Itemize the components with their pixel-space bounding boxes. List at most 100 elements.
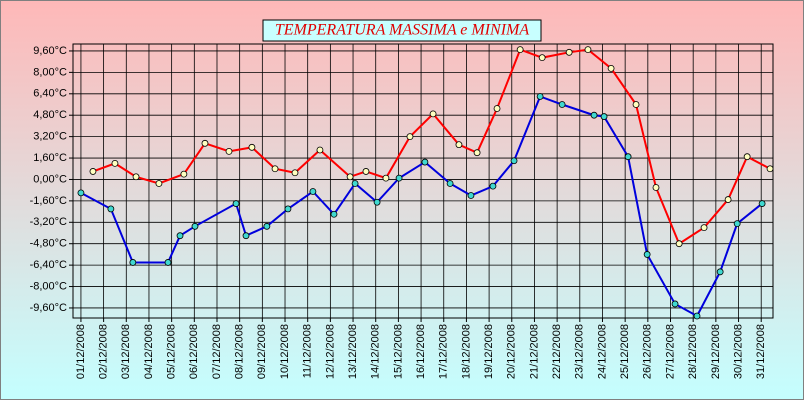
data-point: [758, 200, 766, 207]
plot-area: 9,60°C 8,00°C 6,40°C 4,80°C 3,20°C 1,60°C 0,00…: [30, 43, 774, 379]
data-point: [89, 168, 97, 175]
y-tick-label: -4,80°C: [30, 238, 67, 250]
x-tick-label: 13/12/2008: [347, 324, 359, 379]
data-point: [671, 300, 679, 308]
data-point: [446, 180, 454, 187]
data-point: [351, 180, 359, 187]
x-tick-label: 10/12/2008: [279, 324, 291, 379]
data-point: [473, 149, 481, 157]
data-point: [510, 157, 518, 165]
data-point: [536, 93, 544, 100]
y-tick-label: -6,40°C: [30, 259, 67, 271]
data-point: [291, 169, 299, 177]
x-tick-label: 29/12/2008: [710, 324, 722, 379]
data-point: [225, 147, 233, 155]
data-point: [565, 48, 573, 56]
data-point: [176, 232, 184, 240]
y-tick-label: 6,40°C: [33, 88, 67, 100]
y-tick-label: -3,20°C: [30, 216, 67, 228]
data-point: [624, 153, 632, 161]
data-point: [743, 153, 751, 161]
y-tick-label: 3,20°C: [33, 131, 67, 143]
data-point: [429, 110, 437, 118]
x-tick-label: 08/12/2008: [234, 324, 246, 379]
data-point: [693, 312, 701, 320]
y-tick-label: 4,80°C: [33, 109, 67, 121]
title-box: [262, 19, 542, 42]
x-tick-label: 19/12/2008: [483, 324, 495, 379]
data-point: [643, 251, 651, 258]
data-point: [164, 259, 172, 266]
x-tick-label: 14/12/2008: [370, 324, 382, 379]
data-point: [467, 192, 475, 199]
x-tick-label: 07/12/2008: [211, 324, 223, 379]
data-point: [607, 64, 615, 72]
x-tick-label: 28/12/2008: [687, 324, 699, 379]
data-point: [558, 101, 566, 108]
data-point: [600, 113, 608, 120]
data-point: [346, 173, 354, 181]
data-point: [330, 210, 338, 218]
y-tick-label: 0,00°C: [33, 173, 67, 185]
data-point: [724, 196, 732, 203]
data-point: [111, 159, 119, 167]
data-point: [132, 173, 140, 181]
data-point: [716, 268, 724, 276]
data-point: [584, 46, 592, 54]
data-point: [590, 111, 598, 119]
data-point: [373, 198, 381, 206]
x-tick-label: 05/12/2008: [166, 324, 178, 379]
data-point: [406, 133, 414, 141]
y-tick-label: 8,00°C: [33, 66, 67, 78]
data-point: [242, 232, 250, 240]
data-point: [489, 182, 497, 190]
x-tick-label: 02/12/2008: [98, 324, 110, 379]
y-tick-label: -9,60°C: [30, 302, 67, 314]
data-point: [421, 158, 429, 166]
data-point: [232, 200, 240, 207]
data-point: [263, 222, 271, 230]
x-tick-label: 25/12/2008: [619, 324, 631, 379]
chart-title: TEMPERATURA MASSIMA e MINIMA: [275, 22, 530, 39]
data-point: [201, 139, 209, 147]
x-tick-label: 22/12/2008: [551, 324, 563, 379]
x-tick-label: 03/12/2008: [120, 324, 132, 379]
data-point: [538, 54, 546, 62]
data-point: [248, 143, 256, 151]
data-point: [395, 174, 403, 182]
data-point: [733, 220, 741, 228]
plot-border: [72, 43, 774, 319]
x-tick-label: 30/12/2008: [732, 324, 744, 379]
data-point: [652, 184, 660, 191]
x-tick-label: 23/12/2008: [574, 324, 586, 379]
y-tick-label: -1,60°C: [30, 195, 67, 207]
x-tick-label: 09/12/2008: [256, 324, 268, 379]
data-point: [455, 141, 463, 149]
y-tick-label: -8,00°C: [30, 280, 67, 292]
x-tick-label: 24/12/2008: [596, 324, 608, 379]
x-tick-label: 18/12/2008: [460, 324, 472, 379]
data-point: [309, 188, 317, 195]
data-point: [180, 170, 188, 178]
x-tick-label: 26/12/2008: [642, 324, 654, 379]
x-tick-label: 06/12/2008: [188, 324, 200, 379]
data-point: [129, 259, 137, 266]
x-tick-label: 16/12/2008: [415, 324, 427, 379]
y-tick-label: 9,60°C: [33, 45, 67, 57]
data-point: [382, 174, 390, 182]
x-tick-label: 20/12/2008: [506, 324, 518, 379]
data-point: [516, 46, 524, 54]
x-tick-label: 21/12/2008: [528, 324, 540, 379]
data-point: [675, 240, 683, 248]
data-point: [700, 224, 708, 232]
y-tick-label: 1,60°C: [33, 152, 67, 164]
data-point: [632, 101, 640, 108]
data-point: [107, 205, 115, 213]
data-point: [766, 165, 774, 173]
data-point: [493, 105, 501, 112]
data-point: [362, 168, 370, 175]
x-tick-label: 12/12/2008: [324, 324, 336, 379]
data-point: [271, 165, 279, 173]
x-tick-label: 17/12/2008: [438, 324, 450, 379]
